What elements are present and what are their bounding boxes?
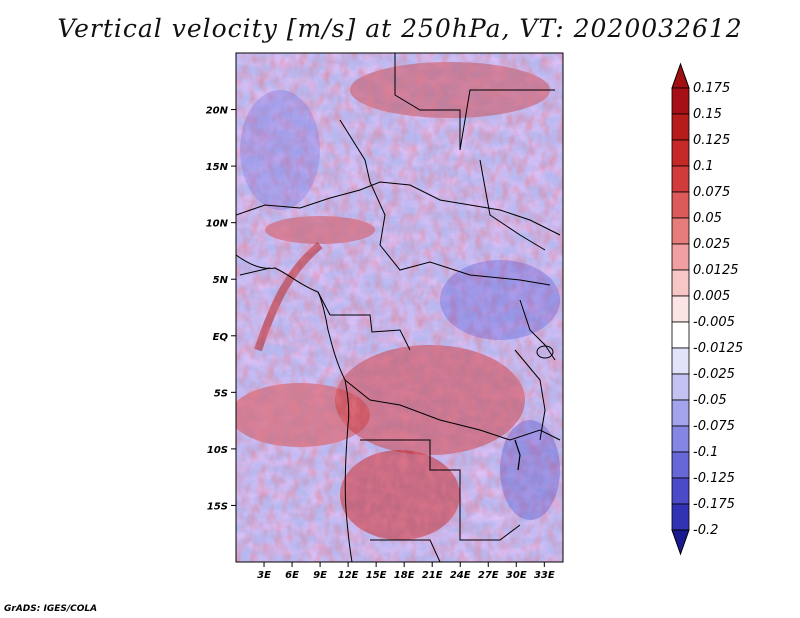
colorbar-label: -0.125: [693, 471, 735, 486]
field-red-texture: [236, 53, 563, 562]
colorbar-segment: [671, 347, 690, 375]
lat-tick-label: 15N: [206, 162, 229, 173]
colorbar-segment: [671, 295, 690, 323]
lat-tick-label: 15S: [207, 501, 228, 512]
gabon-border: [330, 314, 411, 351]
plot-frame: [235, 52, 564, 563]
grads-credit: GrADS: IGES/COLA: [4, 604, 98, 614]
lon-tick-label: 3E: [257, 570, 271, 581]
colorbar-label: -0.005: [693, 315, 735, 330]
lon-tick-label: 21E: [422, 570, 443, 581]
colorbar-segment: [671, 269, 690, 297]
colorbar-segment: [671, 87, 690, 115]
lat-tick-label: 10S: [207, 445, 228, 456]
colorbar-top-arrow: [671, 62, 690, 89]
lat-tick-label: 5N: [213, 275, 229, 286]
vertical-velocity-field: [236, 53, 563, 562]
colorbar-label: 0.15: [693, 107, 722, 122]
lat-tick-label: 5S: [214, 388, 228, 399]
colorbar-label: 0.0125: [693, 263, 739, 278]
lake-victoria: [536, 345, 554, 359]
colorbar-segment: [671, 503, 690, 531]
boundaries: [236, 53, 561, 562]
lon-tick-label: 15E: [366, 570, 387, 581]
colorbar-label: -0.05: [693, 393, 727, 408]
descent-region-northwest: [240, 90, 320, 210]
colorbar-label: 0.175: [693, 81, 730, 96]
great-lakes-border: [514, 299, 556, 441]
lon-tick-label: 24E: [450, 570, 471, 581]
colorbar-bottom-arrow: [671, 529, 690, 556]
lon-tick-label: 30E: [506, 570, 527, 581]
lat-tick-label: EQ: [213, 332, 229, 343]
sudan-border: [479, 159, 546, 251]
map-title: Vertical velocity [m/s] at 250hPa, VT: 2…: [57, 14, 743, 43]
colorbar-segment: [671, 139, 690, 167]
colorbar-segment: [671, 399, 690, 427]
drc-south-border: [344, 379, 561, 441]
colorbar-segment: [671, 373, 690, 401]
west-coastline: [236, 254, 353, 562]
colorbar-label: -0.1: [693, 445, 718, 460]
colorbar-segment: [671, 113, 690, 141]
lat-tick-label: 20N: [206, 106, 229, 117]
colorbar-label: 0.075: [693, 185, 730, 200]
colorbar-segment: [671, 451, 690, 479]
sahel-border: [236, 181, 561, 236]
colorbar-label: 0.1: [693, 159, 714, 174]
central-border: [339, 119, 551, 286]
colorbar-segment: [671, 321, 690, 349]
lake-tanganyika: [514, 439, 521, 471]
lon-tick-label: 33E: [534, 570, 555, 581]
colorbar-label: -0.2: [693, 523, 718, 538]
descent-region-east: [440, 260, 560, 340]
lon-tick-label: 12E: [338, 570, 359, 581]
axis-ticks: 20N 15N 10N 5N EQ 5S 10S 15S 3E 6E 9E 12E 15E 18E 21E 2…: [206, 106, 555, 581]
colorbar-label: -0.0125: [693, 341, 743, 356]
colorbar-label: 0.05: [693, 211, 722, 226]
colorbar-label: -0.175: [693, 497, 735, 512]
colorbar-label: 0.005: [693, 289, 730, 304]
colorbar-label: -0.025: [693, 367, 735, 382]
colorbar-label: 0.025: [693, 237, 730, 252]
colorbar-segment: [671, 191, 690, 219]
lat-tick-label: 10N: [206, 219, 229, 230]
colorbar-label: 0.125: [693, 133, 730, 148]
colorbar-segment: [671, 477, 690, 505]
colorbar-segment: [671, 243, 690, 271]
lon-tick-label: 18E: [394, 570, 415, 581]
colorbar-segment: [671, 217, 690, 245]
colorbar-segment: [671, 165, 690, 193]
angola-border: [360, 439, 521, 541]
colorbar: 0.175 0.15 0.125 0.1 0.075 0.05 0.025 0.0125 0.0…: [671, 62, 743, 556]
colorbar-label: -0.075: [693, 419, 735, 434]
descent-region-southeast: [500, 420, 560, 520]
lon-tick-label: 9E: [313, 570, 327, 581]
namibia-border: [370, 539, 441, 562]
lon-tick-label: 6E: [285, 570, 299, 581]
lon-tick-label: 27E: [478, 570, 499, 581]
north-border: [394, 53, 555, 151]
gulf-guinea-border: [239, 267, 331, 316]
colorbar-segment: [671, 425, 690, 453]
